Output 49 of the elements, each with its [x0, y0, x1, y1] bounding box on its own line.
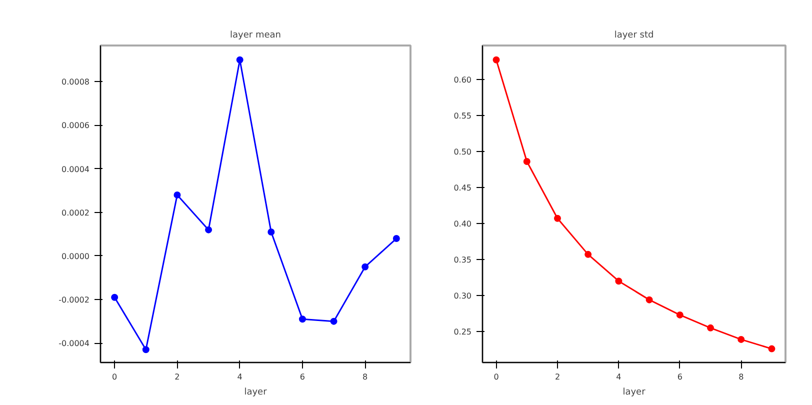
y-tick-label: 0.25: [454, 328, 472, 337]
x-axis-title: layer: [244, 388, 268, 398]
point: [111, 294, 118, 301]
point: [205, 226, 212, 234]
y-tick-label: -0.0004: [58, 339, 90, 348]
point: [330, 318, 338, 325]
y-tick-label: 0.30: [454, 292, 472, 300]
point: [584, 250, 592, 258]
point: [646, 296, 653, 304]
chart-title: layer std: [614, 30, 654, 40]
point: [523, 158, 530, 165]
point: [298, 316, 306, 323]
y-tick-label: 0.45: [454, 183, 472, 192]
y-tick-label: 0.0002: [62, 208, 90, 218]
y-tick-label: 0.0000: [62, 252, 90, 261]
x-tick-label: 6: [300, 372, 306, 382]
x-axis-title: layer: [622, 388, 646, 398]
x-tick-label: 4: [616, 372, 622, 382]
point: [615, 278, 622, 285]
point: [362, 263, 369, 270]
chart-title: layer mean: [230, 30, 281, 40]
point: [738, 336, 745, 343]
x-tick-label: 8: [738, 372, 744, 382]
x-tick-label: 8: [362, 372, 368, 382]
x-tick-label: 4: [237, 372, 242, 382]
y-tick-label: 0.50: [454, 147, 472, 156]
point: [236, 56, 244, 64]
x-tick-label: 2: [174, 372, 180, 382]
x-tick-label: 0: [494, 372, 499, 382]
y-tick-label: 0.0006: [62, 121, 90, 130]
x-tick-label: 6: [677, 372, 682, 382]
y-tick-label: 0.40: [454, 219, 472, 228]
point: [268, 228, 275, 236]
y-tick-label: 0.55: [454, 111, 472, 120]
x-tick-label: 2: [554, 372, 560, 382]
point: [174, 191, 181, 198]
y-tick-label: 0.0008: [62, 78, 90, 87]
point: [768, 345, 776, 352]
point: [554, 214, 561, 222]
y-tick-label: -0.0002: [58, 296, 90, 305]
y-tick-label: 0.60: [454, 75, 472, 84]
point: [392, 235, 400, 242]
x-tick-label: 0: [112, 372, 118, 382]
y-tick-label: 0.35: [454, 255, 472, 264]
point: [676, 311, 684, 318]
point: [707, 324, 714, 332]
point: [142, 346, 150, 354]
y-tick-label: 0.0004: [62, 164, 90, 174]
point: [492, 56, 500, 64]
